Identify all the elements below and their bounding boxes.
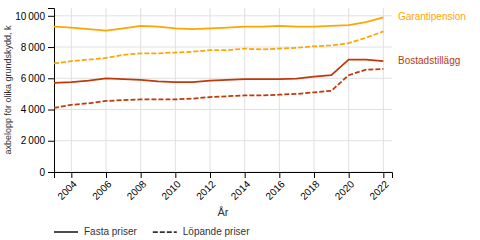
tick-label: 2010 (159, 178, 183, 202)
legend-label: Löpande priser (183, 226, 250, 237)
series-line (54, 60, 383, 83)
grid-line-x (175, 8, 176, 172)
grid-line-x (348, 8, 349, 172)
tick: 6 000 (21, 73, 54, 84)
tick-mark (314, 172, 315, 178)
tick: 2004 (55, 172, 79, 202)
tick-label: 6 000 (21, 73, 46, 84)
y-axis: 0 2 000 4 000 6 000 8 000 10 000 (15, 9, 54, 178)
tick-label: 2008 (125, 178, 149, 202)
annotation: Bostadstillägg (398, 55, 460, 66)
tick-mark (48, 78, 54, 79)
tick-mark (349, 172, 350, 178)
tick-mark (141, 172, 142, 178)
series-line (54, 31, 383, 63)
tick: 2 000 (21, 135, 54, 146)
tick: 10 000 (15, 11, 54, 22)
tick: 2022 (367, 172, 391, 202)
tick: 8 000 (21, 42, 54, 53)
tick: 2010 (159, 172, 183, 202)
tick-label: 2006 (90, 178, 114, 202)
tick-mark (106, 172, 107, 178)
grid-line-y (54, 47, 392, 48)
tick-mark (48, 172, 54, 173)
grid (54, 8, 392, 172)
legend-swatch (153, 231, 177, 233)
axis-domain (55, 173, 393, 179)
tick-label: 10 000 (15, 11, 45, 22)
chart-container: 2004 2006 2008 2010 2012 2014 2016 2018 2020 2022… (0, 0, 480, 240)
legend-label: Fasta priser (84, 226, 137, 237)
tick: 2020 (333, 172, 357, 202)
grid-line-x (106, 8, 107, 172)
lines (54, 17, 383, 108)
tick-label: 8 000 (21, 42, 46, 53)
tick: 2012 (194, 172, 218, 202)
tick-mark (48, 47, 54, 48)
tick-label: 2020 (333, 178, 357, 202)
x-axis-title: År (218, 206, 229, 218)
tick: 0 (39, 167, 54, 178)
tick-label: 2022 (367, 178, 391, 202)
tick-label: 2012 (194, 178, 218, 202)
legend-item: Fasta priser (54, 226, 137, 237)
chart: 2004 2006 2008 2010 2012 2014 2016 2018 2020 2022… (0, 0, 480, 240)
axis-domain (48, 9, 55, 173)
annotation: Garantipension (398, 11, 466, 22)
grid-line-x (279, 8, 280, 172)
legend: Fasta priser Löpande priser (54, 226, 250, 237)
x-axis: 2004 2006 2008 2010 2012 2014 2016 2018 2020 2022 (55, 172, 393, 202)
grid-line-x (314, 8, 315, 172)
tick: 2006 (90, 172, 114, 202)
grid-line-y (54, 109, 392, 110)
tick: 2014 (229, 172, 253, 202)
tick-label: 2004 (55, 178, 79, 202)
legend-item: Löpande priser (153, 226, 250, 237)
tick-mark (175, 172, 176, 178)
tick: 2016 (263, 172, 287, 202)
tick-label: 2016 (263, 178, 287, 202)
tick-mark (279, 172, 280, 178)
tick-mark (245, 172, 246, 178)
tick-mark (383, 172, 384, 178)
tick: 2018 (298, 172, 322, 202)
grid-line-x (383, 8, 384, 172)
tick-label: 4 000 (21, 104, 46, 115)
tick-mark (210, 172, 211, 178)
y-axis-title: axbelopp för olika grundskydd, k (3, 25, 13, 155)
tick-mark (48, 141, 54, 142)
tick-label: 2018 (298, 178, 322, 202)
grid-line-y (54, 15, 392, 16)
tick: 4 000 (21, 104, 54, 115)
tick: 2008 (125, 172, 149, 202)
legend-swatch (54, 231, 78, 233)
grid-line-x (140, 8, 141, 172)
tick-mark (48, 110, 54, 111)
tick-mark (48, 16, 54, 17)
tick-label: 0 (39, 167, 45, 178)
grid-line-x (244, 8, 245, 172)
grid-line-x (210, 8, 211, 172)
tick-label: 2 000 (21, 135, 46, 146)
series-line (54, 69, 383, 108)
series-line (54, 17, 383, 30)
plot: 2004 2006 2008 2010 2012 2014 2016 2018 2020 2022… (3, 8, 466, 237)
grid-line-x (71, 8, 72, 172)
tick-mark (71, 172, 72, 178)
tick-label: 2014 (229, 178, 253, 202)
grid-line-y (54, 140, 392, 141)
